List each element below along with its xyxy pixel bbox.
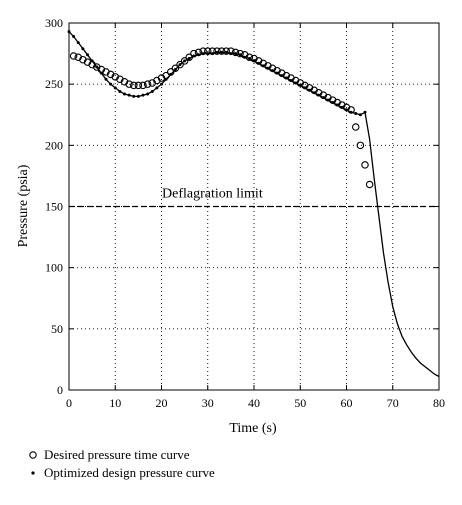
optimized-point [113,86,117,90]
x-tick-label: 60 [341,396,353,410]
optimized-point [183,59,187,63]
series-group [67,30,440,378]
desired-point [190,49,198,58]
y-tick-label: 150 [45,200,63,214]
desired-point [208,47,217,55]
desired-point [167,68,175,76]
optimized-point [104,77,108,81]
optimized-point [127,93,131,97]
x-tick-label: 50 [294,396,306,410]
x-tick-label: 0 [66,396,72,410]
optimized-point [187,56,191,60]
desired-point [217,47,226,55]
desired-point [125,80,133,88]
optimized-point [160,82,163,86]
optimized-point [118,90,122,94]
optimized-point [123,92,126,96]
desired-point [231,48,240,57]
desired-point [204,47,212,55]
optimized-point [238,53,242,57]
optimized-point [155,86,159,90]
legend-marker-optimized [31,471,35,475]
optimized-point [136,94,140,98]
desired-point [236,49,244,58]
legend-label-desired: Desired pressure time curve [44,447,190,462]
optimized-point [234,52,237,56]
optimized-point [178,63,182,67]
desired-point [356,141,365,150]
optimized-point [86,53,89,57]
x-tick-label: 80 [433,396,445,410]
desired-point [143,80,152,88]
y-tick-label: 50 [51,322,63,336]
desired-point [171,64,180,73]
desired-point [245,53,254,62]
desired-point [194,48,203,57]
desired-point [176,60,184,69]
y-tick-label: 0 [57,383,63,397]
optimized-point [72,34,76,38]
desired-point [347,106,355,114]
optimized-point [109,82,113,86]
desired-point [139,81,147,90]
optimized-point [132,94,136,98]
desired-point [185,53,194,62]
optimized-point [173,67,177,71]
y-axis-ticks: 0 50 100 150 200 250 300 [45,16,439,397]
legend-marker-desired [29,451,37,459]
optimized-point [81,47,85,51]
desired-point [213,47,221,55]
desired-point [351,123,360,131]
x-tick-label: 30 [202,396,214,410]
optimized-point [141,93,145,97]
optimized-point [247,56,251,60]
optimized-point [150,90,154,94]
desired-point [134,81,143,90]
y-tick-label: 100 [45,261,63,275]
desired-point [130,81,138,90]
optimized-point [215,50,219,54]
desired-point [227,47,235,55]
x-axis-ticks: 0 10 20 30 40 50 60 70 80 [66,23,445,410]
legend: Desired pressure time curve Optimized de… [29,447,215,480]
optimized-point [224,50,228,54]
desired-point [222,47,231,55]
y-tick-label: 200 [45,138,63,152]
x-tick-label: 20 [156,396,168,410]
x-tick-label: 10 [109,396,121,410]
legend-label-optimized: Optimized design pressure curve [44,465,215,480]
x-tick-label: 40 [248,396,260,410]
optimized-point [95,65,99,69]
desired-point [199,47,207,55]
x-tick-label: 70 [387,396,399,410]
desired-point [365,180,374,189]
y-tick-label: 300 [45,16,63,30]
desired-point [162,71,170,80]
deflagration-limit-label: Deflagration limit [162,187,263,202]
y-tick-label: 250 [45,77,63,91]
x-axis-label: Time (s) [229,421,277,436]
desired-point [69,52,78,60]
desired-point [361,161,369,169]
optimized-point [220,50,224,54]
optimized-point [363,110,367,114]
y-axis-label: Pressure (psia) [16,164,31,247]
desired-point [180,57,189,65]
optimized-point [76,41,80,45]
optimized-point [146,92,150,96]
optimized-point [354,112,358,116]
optimized-point [358,113,362,117]
